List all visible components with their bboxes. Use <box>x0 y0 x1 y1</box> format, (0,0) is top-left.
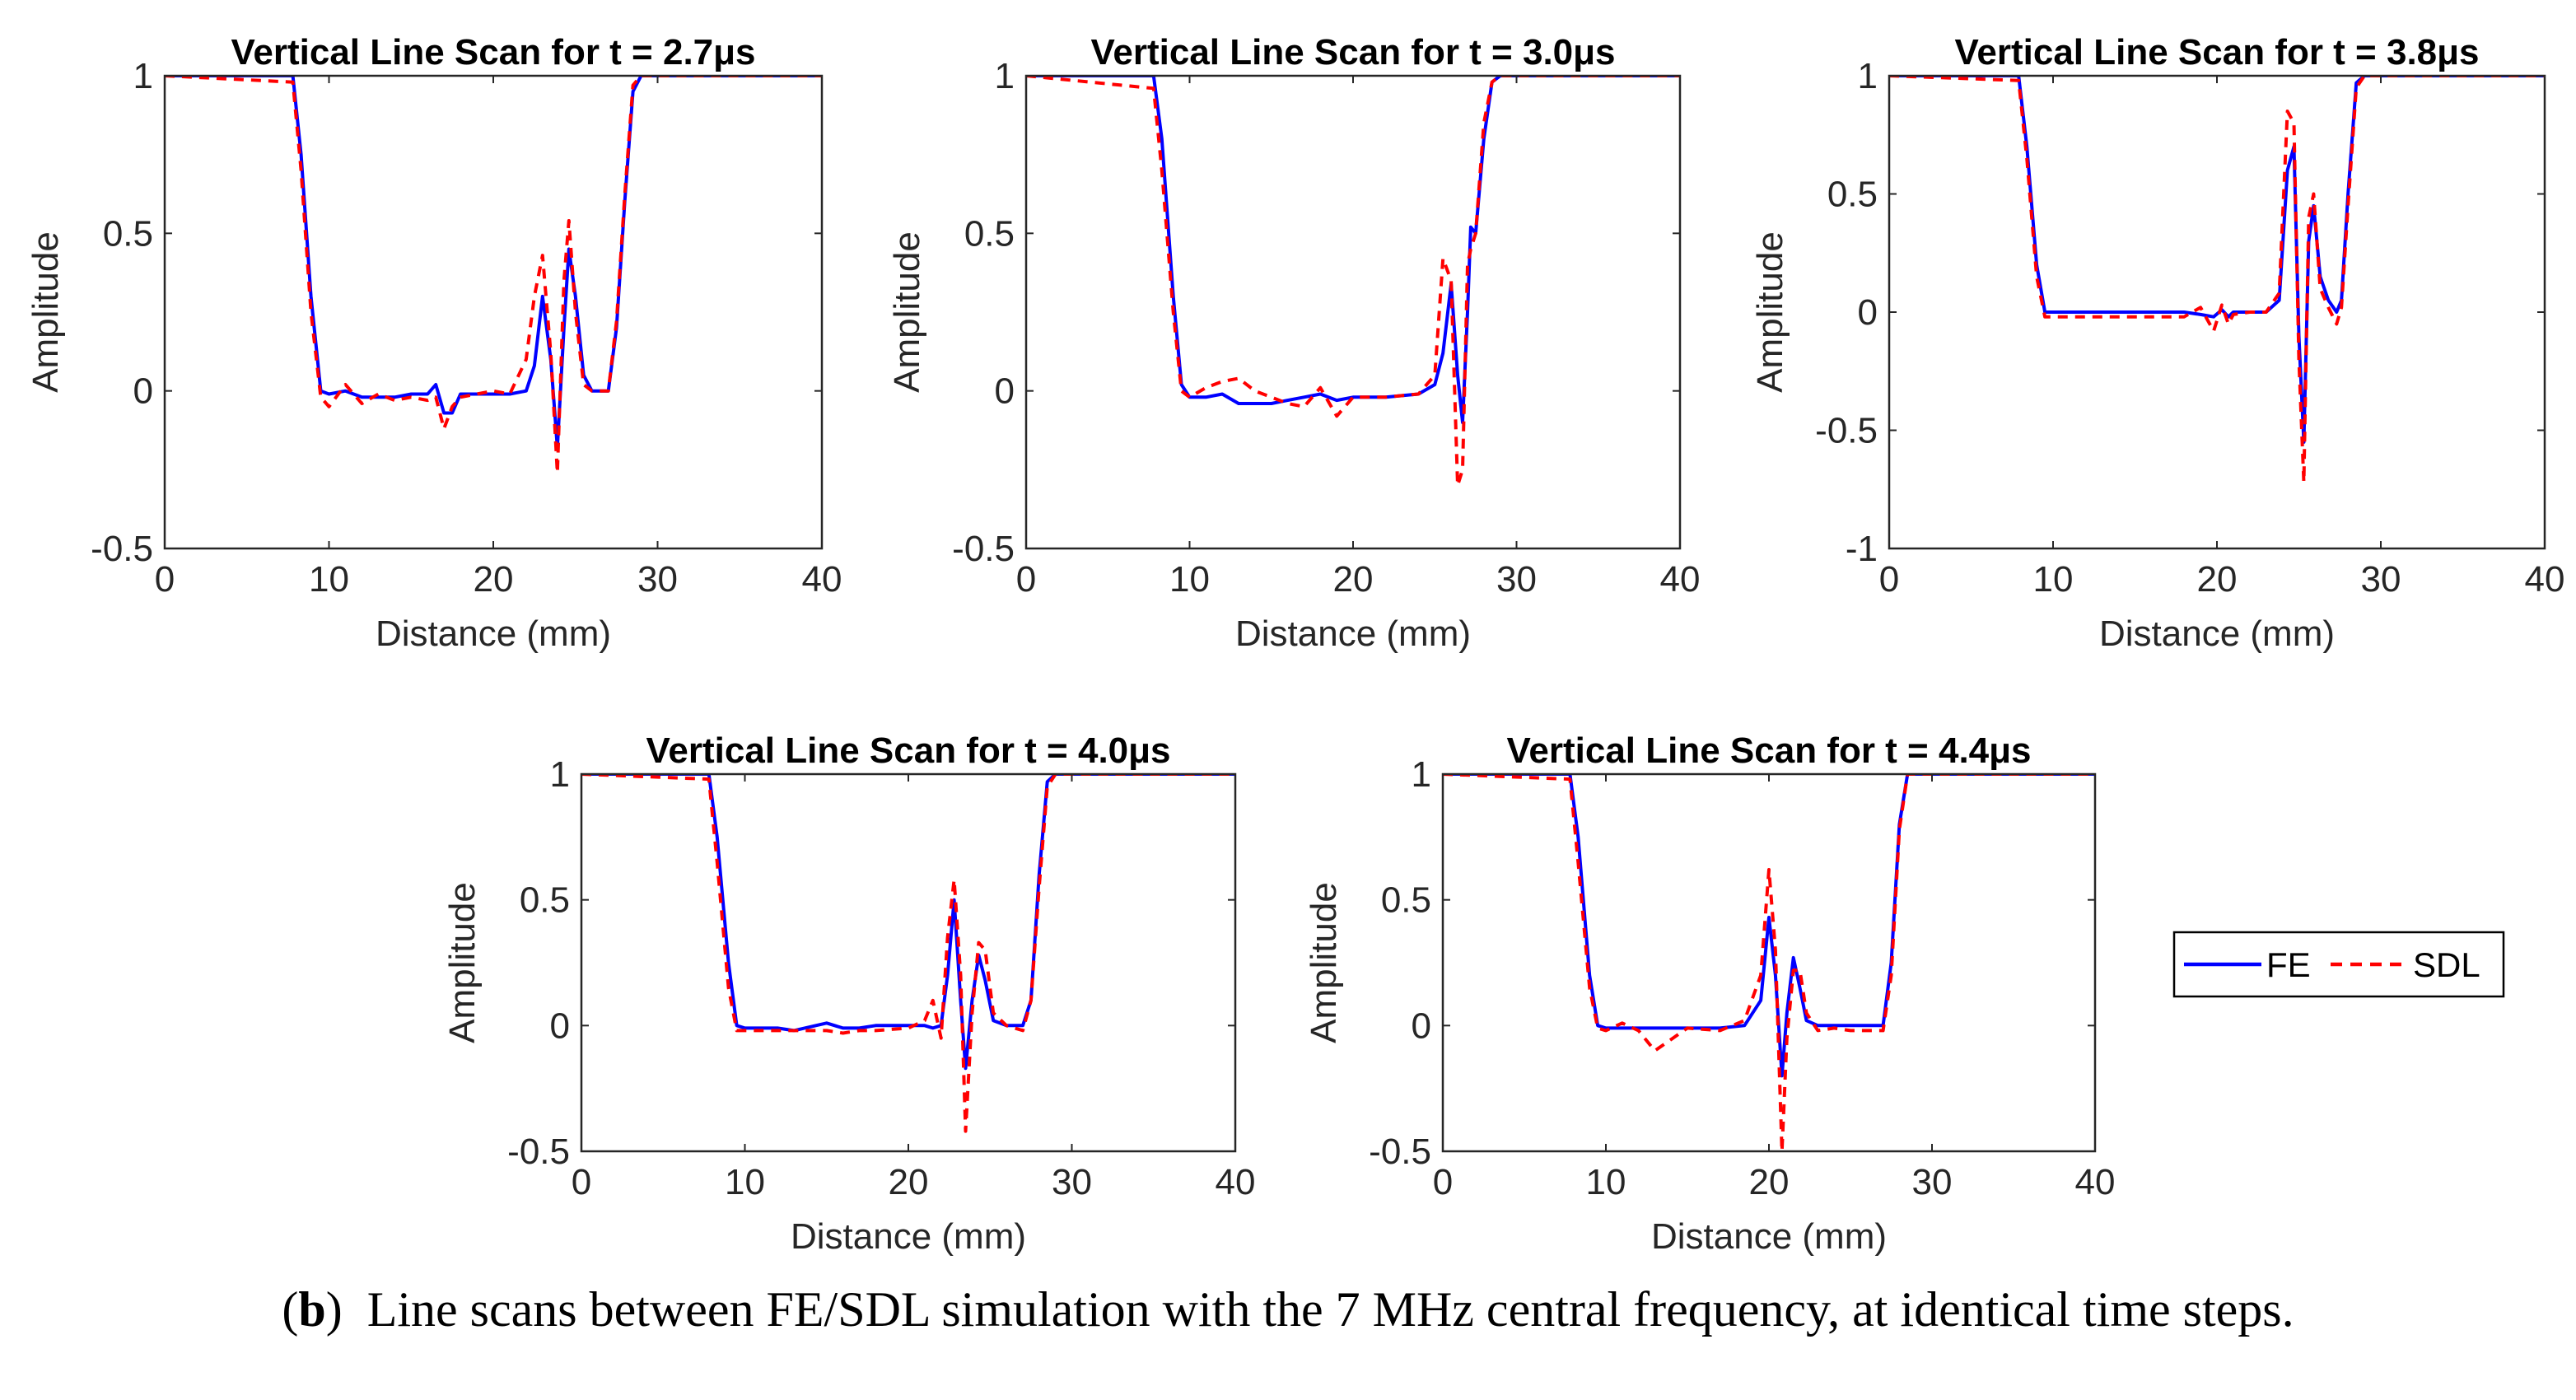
plot-area <box>1443 774 2095 1151</box>
x-tick-label: 30 <box>1496 559 1537 600</box>
x-tick-label: 30 <box>1052 1162 1092 1202</box>
y-tick-label: 0 <box>1858 292 1878 333</box>
caption-text: Line scans between FE/SDL simulation wit… <box>366 1282 2294 1337</box>
x-tick-label: 0 <box>155 559 175 600</box>
x-tick-label: 40 <box>1660 559 1701 600</box>
x-tick-label: 40 <box>2525 559 2565 600</box>
chart-title: Vertical Line Scan for t = 4.0μs <box>646 730 1170 771</box>
x-tick-label: 0 <box>572 1162 591 1202</box>
x-tick-label: 20 <box>2197 559 2238 600</box>
x-tick-label: 40 <box>1216 1162 1256 1202</box>
x-tick-label: 20 <box>1749 1162 1790 1202</box>
y-tick-label: -0.5 <box>1369 1132 1431 1172</box>
series-line-fe <box>1889 76 2545 444</box>
x-axis-label: Distance (mm) <box>376 614 611 654</box>
x-tick-label: 10 <box>725 1162 765 1202</box>
y-tick-label: 0 <box>133 371 153 412</box>
legend: FE SDL <box>2172 931 2505 998</box>
x-tick-label: 10 <box>1169 559 1210 600</box>
legend-fe-label: FE <box>2266 945 2311 984</box>
series-line-fe <box>1443 774 2095 1078</box>
chart-title: Vertical Line Scan for t = 3.0μs <box>1090 32 1615 72</box>
chart-panel-t-3.8: 0 10 20 30 40 -1 -0.5 0 0.5 1 Vertical Line Scan f… <box>1750 32 2564 654</box>
chart-title: Vertical Line Scan for t = 2.7μs <box>231 32 755 72</box>
series-line-sdl <box>1443 774 2095 1151</box>
y-tick-label: 0.5 <box>103 213 153 254</box>
y-tick-label: 1 <box>133 56 153 96</box>
legend-sdl-label: SDL <box>2413 945 2480 984</box>
y-tick-label: 0 <box>995 371 1015 412</box>
x-tick-label: 30 <box>2361 559 2401 600</box>
x-tick-label: 10 <box>1586 1162 1626 1202</box>
x-axis-label: Distance (mm) <box>1235 614 1471 654</box>
plot-area <box>581 774 1235 1151</box>
chart-title: Vertical Line Scan for t = 4.4μs <box>1506 730 2031 771</box>
y-axis-label: Amplitude <box>26 231 66 393</box>
x-axis-label: Distance (mm) <box>1651 1216 1887 1257</box>
y-axis-label: Amplitude <box>442 882 483 1043</box>
y-tick-label: 0.5 <box>1827 175 1878 215</box>
y-tick-label: 1 <box>1858 56 1878 96</box>
series-line-sdl <box>1889 76 2545 484</box>
series-line-sdl <box>165 76 822 475</box>
y-tick-label: 1 <box>550 754 570 795</box>
x-tick-label: 10 <box>2033 559 2074 600</box>
x-axis-label: Distance (mm) <box>791 1216 1026 1257</box>
y-tick-label: -1 <box>1846 529 1878 569</box>
x-tick-label: 30 <box>637 559 678 600</box>
chart-title: Vertical Line Scan for t = 3.8μs <box>1954 32 2479 72</box>
x-tick-label: 40 <box>2075 1162 2116 1202</box>
plot-area <box>165 76 822 548</box>
caption-label: b <box>298 1282 326 1337</box>
y-tick-label: 0 <box>1412 1006 1431 1046</box>
x-axis-label: Distance (mm) <box>2099 614 2335 654</box>
x-tick-label: 20 <box>474 559 514 600</box>
x-tick-label: 0 <box>1016 559 1036 600</box>
y-tick-label: -0.5 <box>952 529 1015 569</box>
x-tick-label: 0 <box>1433 1162 1453 1202</box>
y-tick-label: 1 <box>995 56 1015 96</box>
y-tick-label: 0.5 <box>520 880 570 921</box>
y-axis-label: Amplitude <box>887 231 927 393</box>
series-line-sdl <box>581 774 1235 1133</box>
x-tick-label: 30 <box>1912 1162 1953 1202</box>
y-tick-label: 1 <box>1412 754 1431 795</box>
y-tick-label: -0.5 <box>91 529 153 569</box>
y-axis-label: Amplitude <box>1304 882 1344 1043</box>
x-tick-label: 20 <box>889 1162 929 1202</box>
series-line-sdl <box>1026 76 1680 488</box>
figure-caption: (b) Line scans between FE/SDL simulation… <box>282 1282 2294 1337</box>
y-tick-label: 0.5 <box>1381 880 1431 921</box>
y-tick-label: -0.5 <box>1815 411 1878 451</box>
y-axis-label: Amplitude <box>1750 231 1790 393</box>
x-tick-label: 10 <box>309 559 349 600</box>
x-tick-label: 40 <box>802 559 842 600</box>
y-tick-label: -0.5 <box>507 1132 570 1172</box>
plot-area <box>1026 76 1680 548</box>
x-tick-label: 0 <box>1879 559 1899 600</box>
y-tick-label: 0.5 <box>964 213 1015 254</box>
x-tick-label: 20 <box>1333 559 1374 600</box>
y-tick-label: 0 <box>550 1006 570 1046</box>
